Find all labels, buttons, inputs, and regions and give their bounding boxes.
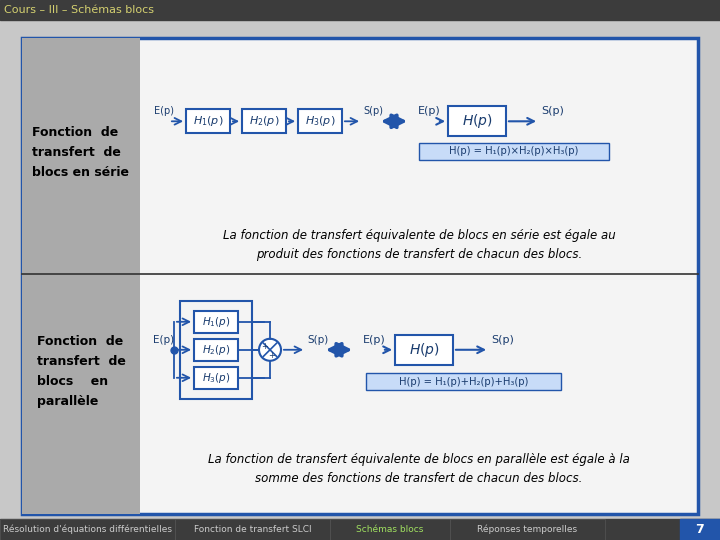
Bar [22,38,140,514]
Bar [194,311,238,333]
Text: Résolution d'équations différentielles: Résolution d'équations différentielles [3,525,172,534]
Text: La fonction de transfert équivalente de blocs en série est égale au
produit des : La fonction de transfert équivalente de … [222,229,616,261]
Bar [366,373,561,390]
Bar [395,335,453,365]
Bar [242,109,286,133]
Bar [194,339,238,361]
Bar [22,38,698,514]
Text: Fonction  de
transfert  de
blocs en série: Fonction de transfert de blocs en série [32,126,130,179]
Bar [180,301,252,399]
Text: La fonction de transfert équivalente de blocs en parallèle est égale à la
somme : La fonction de transfert équivalente de … [208,453,630,485]
Text: $H_3(p)$: $H_3(p)$ [305,114,336,129]
Text: $H_1(p)$: $H_1(p)$ [202,315,230,329]
Bar [330,519,450,540]
Text: Cours – III – Schémas blocs: Cours – III – Schémas blocs [4,5,154,15]
Text: S(p): S(p) [541,106,564,116]
Text: $H_3(p)$: $H_3(p)$ [202,371,230,385]
Bar [419,143,609,160]
Bar [298,109,342,133]
Text: +: + [261,342,268,351]
Text: S(p): S(p) [491,335,514,345]
Bar [194,367,238,389]
Bar [680,519,720,540]
Text: Fonction  de
transfert  de
blocs    en
parallèle: Fonction de transfert de blocs en parall… [37,335,125,408]
Text: E(p): E(p) [418,106,441,116]
Bar [0,0,720,20]
Text: H(p) = H₁(p)+H₂(p)+H₃(p): H(p) = H₁(p)+H₂(p)+H₃(p) [399,377,528,387]
Bar [186,109,230,133]
Text: H(p) = H₁(p)×H₂(p)×H₃(p): H(p) = H₁(p)×H₂(p)×H₃(p) [449,146,579,156]
Text: Schémas blocs: Schémas blocs [356,525,423,534]
Bar [450,519,605,540]
Bar [448,106,506,136]
Text: $H(p)$: $H(p)$ [462,112,492,130]
Text: S(p): S(p) [363,106,383,116]
Bar [0,519,175,540]
Text: E(p): E(p) [154,106,174,116]
Text: Réponses temporelles: Réponses temporelles [477,525,577,534]
Text: $H_2(p)$: $H_2(p)$ [202,343,230,357]
Text: $H_2(p)$: $H_2(p)$ [249,114,279,129]
Text: Fonction de transfert SLCI: Fonction de transfert SLCI [194,525,311,534]
Text: E(p): E(p) [363,335,385,345]
Circle shape [259,339,281,361]
Bar [175,519,330,540]
Text: $H_1(p)$: $H_1(p)$ [193,114,223,129]
Text: E(p): E(p) [153,335,174,345]
Text: 7: 7 [696,523,704,536]
Text: S(p): S(p) [307,335,328,345]
Text: +: + [268,351,274,360]
Text: $H(p)$: $H(p)$ [408,341,439,359]
Bar [0,519,720,540]
